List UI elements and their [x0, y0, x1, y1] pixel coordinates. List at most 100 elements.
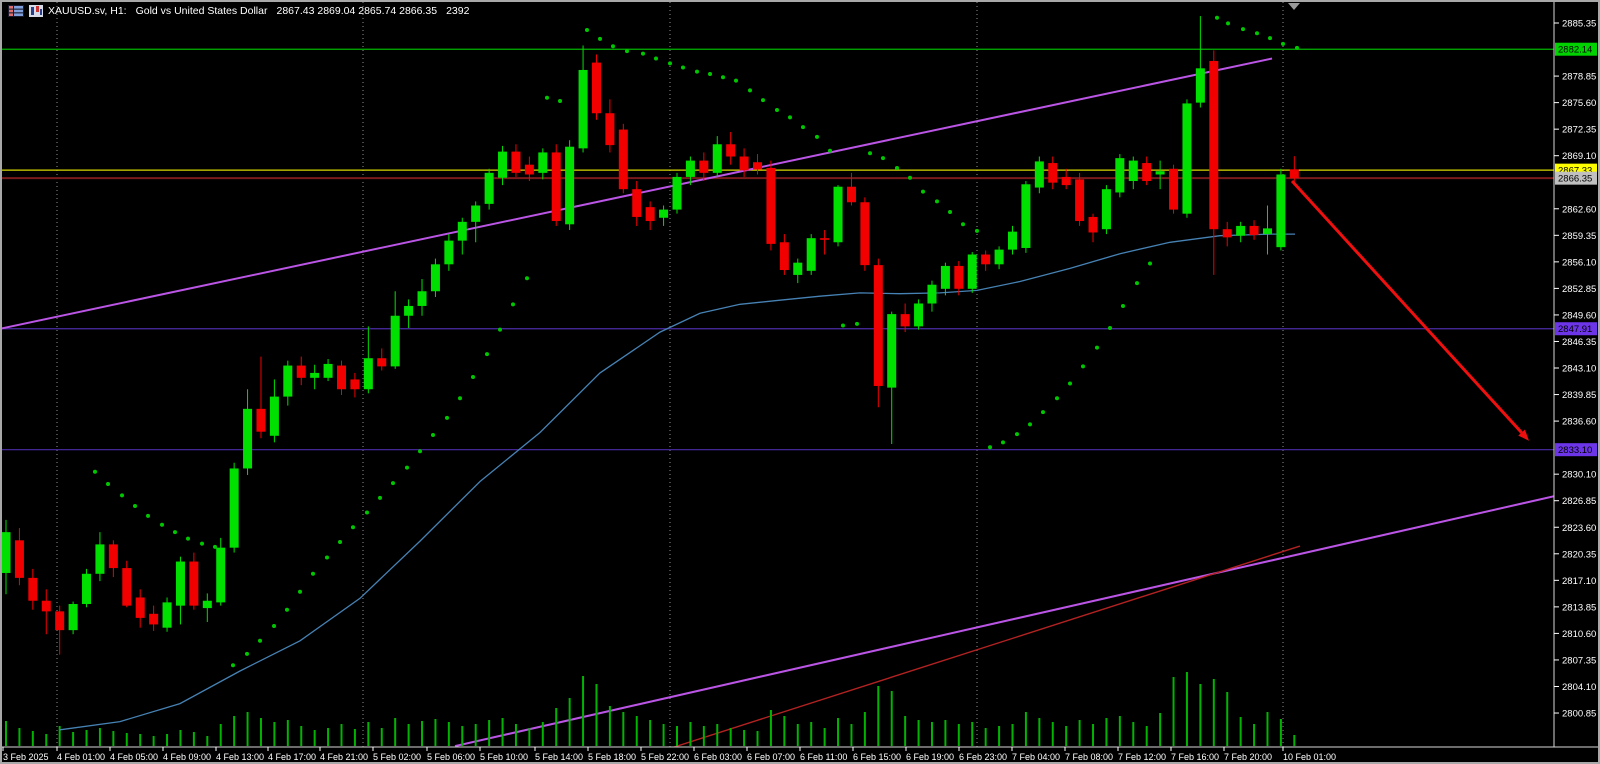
candle — [605, 99, 615, 153]
candle-body — [417, 291, 427, 306]
candle — [1249, 220, 1259, 240]
arrow-shaft — [1290, 180, 1523, 434]
sar-dot — [272, 624, 276, 629]
time-tick-label: 7 Feb 12:00 — [1118, 752, 1166, 762]
sar-dot — [975, 228, 979, 233]
price-tick-label: 2859.35 — [1562, 231, 1596, 242]
candle-body — [551, 152, 561, 222]
chart-shift-marker-icon[interactable] — [1288, 3, 1300, 10]
time-tick-label: 10 Feb 01:00 — [1283, 752, 1336, 762]
price-tick-label: 2807.35 — [1562, 655, 1596, 666]
candle — [940, 262, 950, 296]
candle — [672, 172, 682, 214]
candle — [108, 540, 118, 578]
price-marker-text: 2882.14 — [1558, 45, 1592, 56]
time-tick-label: 6 Feb 07:00 — [747, 752, 795, 762]
sar-dot — [338, 539, 342, 544]
candle — [538, 148, 548, 180]
candle — [162, 597, 172, 632]
candle — [1128, 156, 1138, 190]
candle — [659, 205, 669, 226]
price-tick-label: 2810.60 — [1562, 629, 1596, 640]
candle-body — [55, 611, 65, 631]
candle-body — [699, 160, 709, 173]
candle — [1048, 156, 1058, 190]
candle-body — [484, 172, 494, 204]
candle-body — [712, 144, 722, 173]
candle — [149, 605, 159, 631]
sar-dot — [1255, 31, 1259, 36]
candle — [1236, 221, 1246, 243]
market-watch-icon — [8, 5, 24, 17]
candle-body — [1128, 160, 1138, 182]
sar-dot — [258, 638, 262, 643]
candle-body — [14, 540, 24, 578]
price-tick-label: 2852.85 — [1562, 284, 1596, 295]
sar-dot — [1295, 45, 1299, 50]
candle-body — [538, 152, 548, 173]
plot-area[interactable] — [2, 2, 1554, 748]
sar-dot — [1121, 303, 1125, 308]
candle-body — [1115, 158, 1125, 193]
candle — [404, 299, 414, 329]
candle — [1034, 156, 1044, 194]
candle-body — [149, 613, 159, 625]
candle-body — [1061, 176, 1071, 186]
sar-dot — [1148, 261, 1152, 266]
candle-body — [672, 176, 682, 210]
trendline-lower-channel[interactable] — [454, 495, 1554, 747]
price-tick-label: 2830.10 — [1562, 470, 1596, 481]
sar-dot — [1081, 364, 1085, 369]
candle-body — [296, 365, 306, 378]
sar-dot — [881, 156, 885, 161]
candle — [1115, 154, 1125, 198]
sar-dot — [641, 51, 645, 56]
candle — [283, 360, 293, 406]
sar-dot — [133, 504, 137, 509]
sell-projection-arrow[interactable] — [1290, 180, 1529, 441]
price-tick-label: 2820.35 — [1562, 549, 1596, 560]
sar-dot — [788, 115, 792, 120]
price-axis-strip[interactable] — [1554, 2, 1598, 762]
price-tick-label: 2849.60 — [1562, 310, 1596, 321]
candle — [457, 217, 467, 255]
candle-body — [162, 602, 172, 628]
candle — [1222, 221, 1232, 247]
candle-body — [68, 604, 78, 631]
time-tick-label: 4 Feb 21:00 — [320, 752, 368, 762]
trendline-red-support[interactable] — [671, 545, 1301, 748]
candle-body — [95, 544, 105, 574]
sar-dot — [146, 513, 150, 518]
price-tick-label: 2843.10 — [1562, 364, 1596, 375]
candle-body — [753, 162, 763, 170]
candle-body — [900, 314, 910, 327]
candle — [994, 246, 1004, 270]
candle — [954, 261, 964, 296]
sar-dot — [525, 276, 529, 281]
candle — [417, 279, 427, 316]
candle-body — [793, 262, 803, 275]
candle — [1182, 99, 1192, 218]
candle — [202, 593, 212, 622]
candle — [1101, 185, 1111, 235]
time-tick-label: 4 Feb 05:00 — [110, 752, 158, 762]
candle-body — [135, 597, 145, 618]
candle-body — [28, 577, 38, 601]
candle — [41, 589, 51, 635]
time-axis-strip[interactable] — [2, 747, 1598, 762]
candle-body — [216, 547, 226, 603]
candle-body — [108, 544, 118, 569]
price-tick-label: 2826.85 — [1562, 496, 1596, 507]
price-marker-bg — [1555, 42, 1597, 56]
sar-dot — [585, 27, 589, 32]
candle — [14, 528, 24, 586]
candle — [310, 364, 320, 390]
sar-dot — [1068, 381, 1072, 386]
candle — [914, 299, 924, 330]
candle-body — [229, 468, 239, 548]
time-tick-label: 5 Feb 02:00 — [373, 752, 421, 762]
candle-body — [833, 186, 843, 243]
candle — [753, 154, 763, 175]
